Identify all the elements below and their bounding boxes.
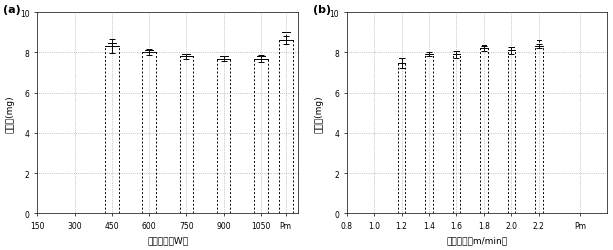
Y-axis label: 磨损量(mg): 磨损量(mg) xyxy=(315,94,324,132)
Y-axis label: 磨损量(mg): 磨损量(mg) xyxy=(6,94,15,132)
Text: (a): (a) xyxy=(4,5,21,15)
X-axis label: 焊接速度（m/min）: 焊接速度（m/min） xyxy=(446,236,508,244)
X-axis label: 激光功率（W）: 激光功率（W） xyxy=(147,236,188,244)
Text: (b): (b) xyxy=(313,5,331,15)
